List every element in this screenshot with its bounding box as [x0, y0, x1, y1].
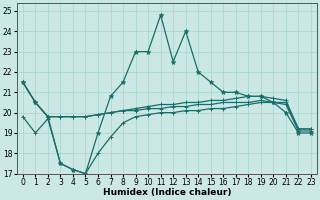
- X-axis label: Humidex (Indice chaleur): Humidex (Indice chaleur): [103, 188, 231, 197]
